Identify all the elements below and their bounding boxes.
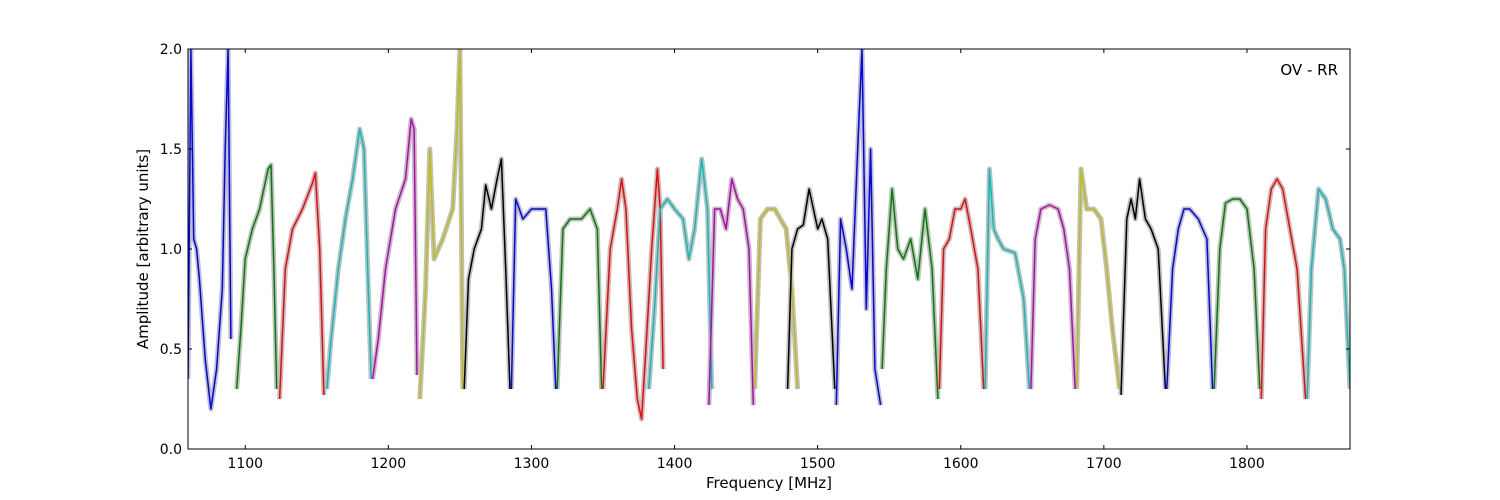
chart-annotation: OV - RR (1280, 61, 1338, 79)
subband-line-0 (188, 49, 232, 410)
subband-line-10 (648, 158, 713, 390)
subband-line-23 (1260, 178, 1307, 400)
x-axis-ticks: 1100 1200 1300 1400 1500 1600 1700 1800 (227, 49, 1265, 472)
subband-line-11 (708, 178, 755, 406)
y-tick-label-3: 1.5 (160, 142, 182, 158)
subband-line-6 (463, 158, 511, 390)
y-axis-label: Amplitude [arbitrary units] (134, 149, 152, 349)
x-tick-label-6: 1700 (1086, 456, 1122, 472)
subband-line-14 (835, 49, 882, 406)
y-tick-label-0: 0.0 (160, 442, 182, 458)
x-tick-label-1: 1200 (371, 456, 407, 472)
x-tick-label-5: 1600 (943, 456, 979, 472)
subband-line-19 (1075, 168, 1121, 390)
subband-line-8 (556, 208, 603, 390)
x-tick-label-0: 1100 (227, 456, 263, 472)
subband-line-16 (938, 198, 985, 390)
x-tick-label-3: 1400 (657, 456, 693, 472)
subband-line-22 (1213, 198, 1261, 390)
subband-line-9 (602, 168, 664, 420)
subband-line-18 (1030, 204, 1076, 390)
subband-line-15 (881, 188, 939, 400)
x-tick-label-2: 1300 (514, 456, 550, 472)
subband-line-3 (326, 128, 372, 390)
y-axis-ticks: 0.0 0.5 1.0 1.5 2.0 (160, 42, 1350, 458)
y-tick-label-2: 1.0 (160, 242, 182, 258)
x-tick-label-7: 1800 (1229, 456, 1265, 472)
subband-line-2 (278, 172, 325, 400)
x-axis-label: Frequency [MHz] (706, 474, 832, 492)
subband-line-5 (419, 49, 464, 400)
subband-line-17 (984, 168, 1031, 390)
y-tick-label-1: 0.5 (160, 342, 182, 358)
subband-line-24 (1306, 188, 1350, 400)
subband-line-4 (371, 118, 418, 380)
subband-series (188, 49, 1350, 420)
y-tick-label-4: 2.0 (160, 42, 182, 58)
subband-line-21 (1166, 208, 1214, 390)
subband-line-7 (510, 198, 557, 390)
x-tick-label-4: 1500 (800, 456, 836, 472)
subband-line-20 (1120, 178, 1167, 396)
subband-line-1 (235, 164, 278, 390)
subband-line-13 (786, 188, 836, 390)
